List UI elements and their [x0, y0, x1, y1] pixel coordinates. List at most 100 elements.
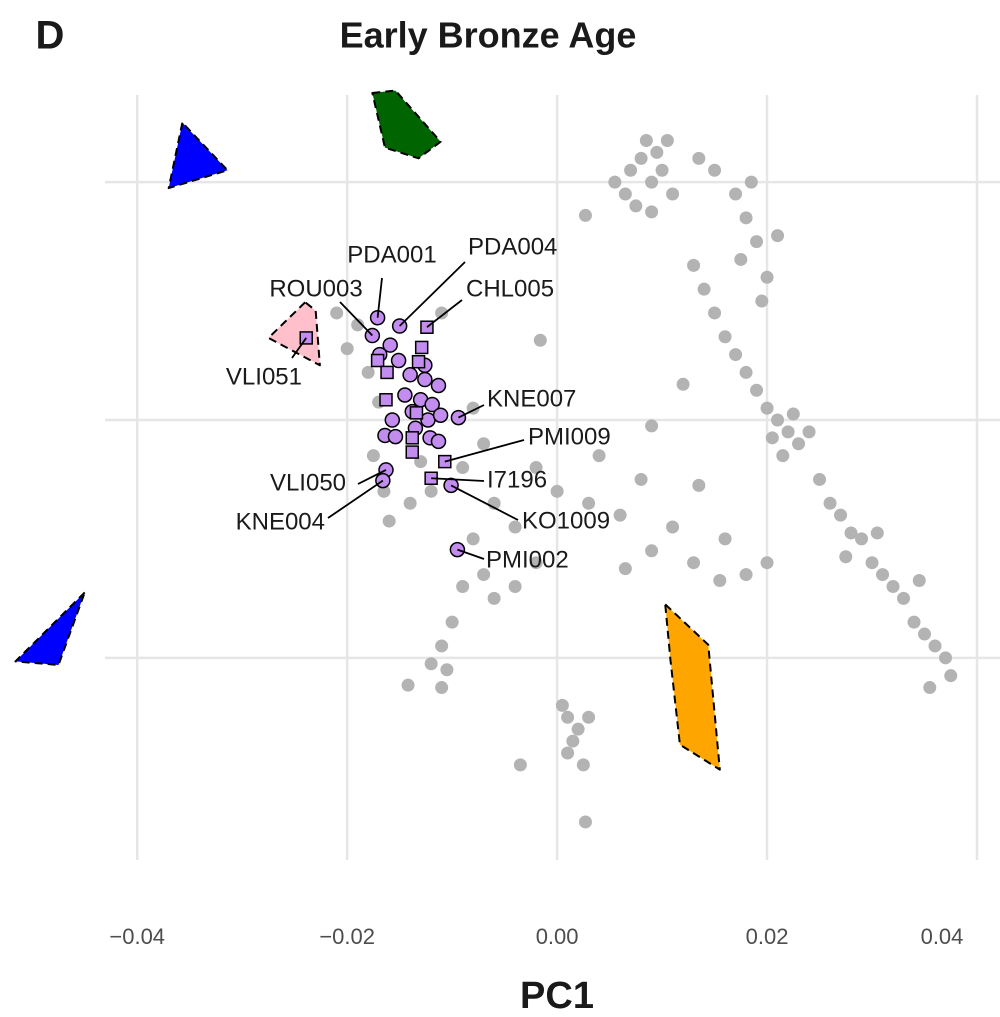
leader-line — [458, 404, 485, 419]
point — [417, 371, 433, 388]
point — [529, 461, 543, 475]
point — [440, 663, 454, 677]
point — [729, 187, 743, 201]
point — [382, 337, 398, 353]
point — [708, 163, 722, 177]
leader-line — [339, 301, 374, 337]
point — [613, 508, 627, 522]
point — [403, 496, 417, 510]
point — [739, 365, 753, 379]
point — [508, 520, 522, 534]
point — [608, 175, 622, 189]
point — [380, 365, 394, 380]
point — [907, 615, 921, 629]
point — [435, 639, 449, 653]
point — [634, 151, 648, 165]
x-tick-label: −0.04 — [109, 924, 165, 949]
point — [432, 407, 449, 423]
point — [555, 698, 569, 712]
panel-letter: D — [36, 14, 65, 58]
point — [390, 352, 407, 369]
point — [582, 710, 596, 724]
point — [781, 425, 795, 439]
point — [771, 229, 785, 243]
hull — [14, 591, 86, 666]
point — [771, 413, 785, 427]
point — [340, 342, 354, 356]
point — [508, 579, 522, 593]
point — [760, 270, 774, 284]
leader-line — [450, 484, 519, 521]
point — [750, 383, 764, 397]
point — [687, 556, 701, 570]
point-label: KNE004 — [236, 508, 325, 535]
point-label: CHL005 — [466, 275, 554, 302]
point — [571, 722, 585, 736]
point — [676, 377, 690, 391]
point — [918, 627, 932, 641]
point — [361, 365, 375, 379]
point-label: PMI002 — [486, 546, 569, 573]
leader-line — [357, 469, 387, 485]
point — [445, 615, 459, 629]
point — [645, 544, 659, 558]
point — [409, 406, 424, 420]
point-label: I7196 — [487, 466, 547, 493]
point — [379, 393, 393, 407]
point — [466, 532, 480, 546]
point — [765, 431, 779, 445]
point — [865, 556, 879, 570]
point-label: KNE007 — [487, 385, 576, 412]
x-tick-label: 0.04 — [921, 924, 964, 949]
point-label: PDA004 — [468, 233, 557, 260]
point-label: KO1009 — [522, 507, 610, 534]
point-label: PDA001 — [347, 241, 436, 268]
point — [718, 330, 732, 344]
hull — [167, 121, 229, 190]
point — [692, 151, 706, 165]
point — [839, 550, 853, 564]
point — [561, 710, 575, 724]
point — [834, 508, 848, 522]
leader-line — [457, 548, 485, 560]
point — [624, 163, 638, 177]
point — [456, 579, 470, 593]
hull — [371, 89, 442, 160]
point — [401, 678, 415, 692]
point — [634, 472, 648, 486]
leader-line — [426, 299, 463, 328]
point — [424, 484, 438, 498]
point — [477, 568, 491, 582]
point — [618, 562, 632, 576]
point — [533, 333, 547, 347]
point — [729, 348, 743, 362]
point — [424, 396, 440, 413]
point — [650, 145, 664, 159]
point — [513, 758, 527, 772]
point — [424, 657, 438, 671]
point — [897, 591, 911, 605]
point — [923, 681, 937, 695]
point — [692, 478, 706, 492]
point — [370, 353, 385, 368]
point — [366, 449, 380, 463]
point — [739, 211, 753, 225]
x-tick-label: 0.00 — [536, 924, 579, 949]
point — [477, 437, 491, 451]
point — [739, 568, 753, 582]
point — [387, 428, 404, 445]
point — [823, 496, 837, 510]
point — [792, 437, 806, 451]
point — [405, 445, 419, 459]
x-axis-label: PC1 — [520, 975, 594, 1017]
point — [487, 591, 501, 605]
leader-line — [431, 477, 485, 482]
point — [435, 681, 449, 695]
point — [639, 134, 653, 148]
point — [618, 187, 632, 201]
point — [912, 574, 926, 588]
point — [760, 401, 774, 415]
point — [645, 205, 659, 219]
point-label: VLI051 — [226, 363, 302, 390]
